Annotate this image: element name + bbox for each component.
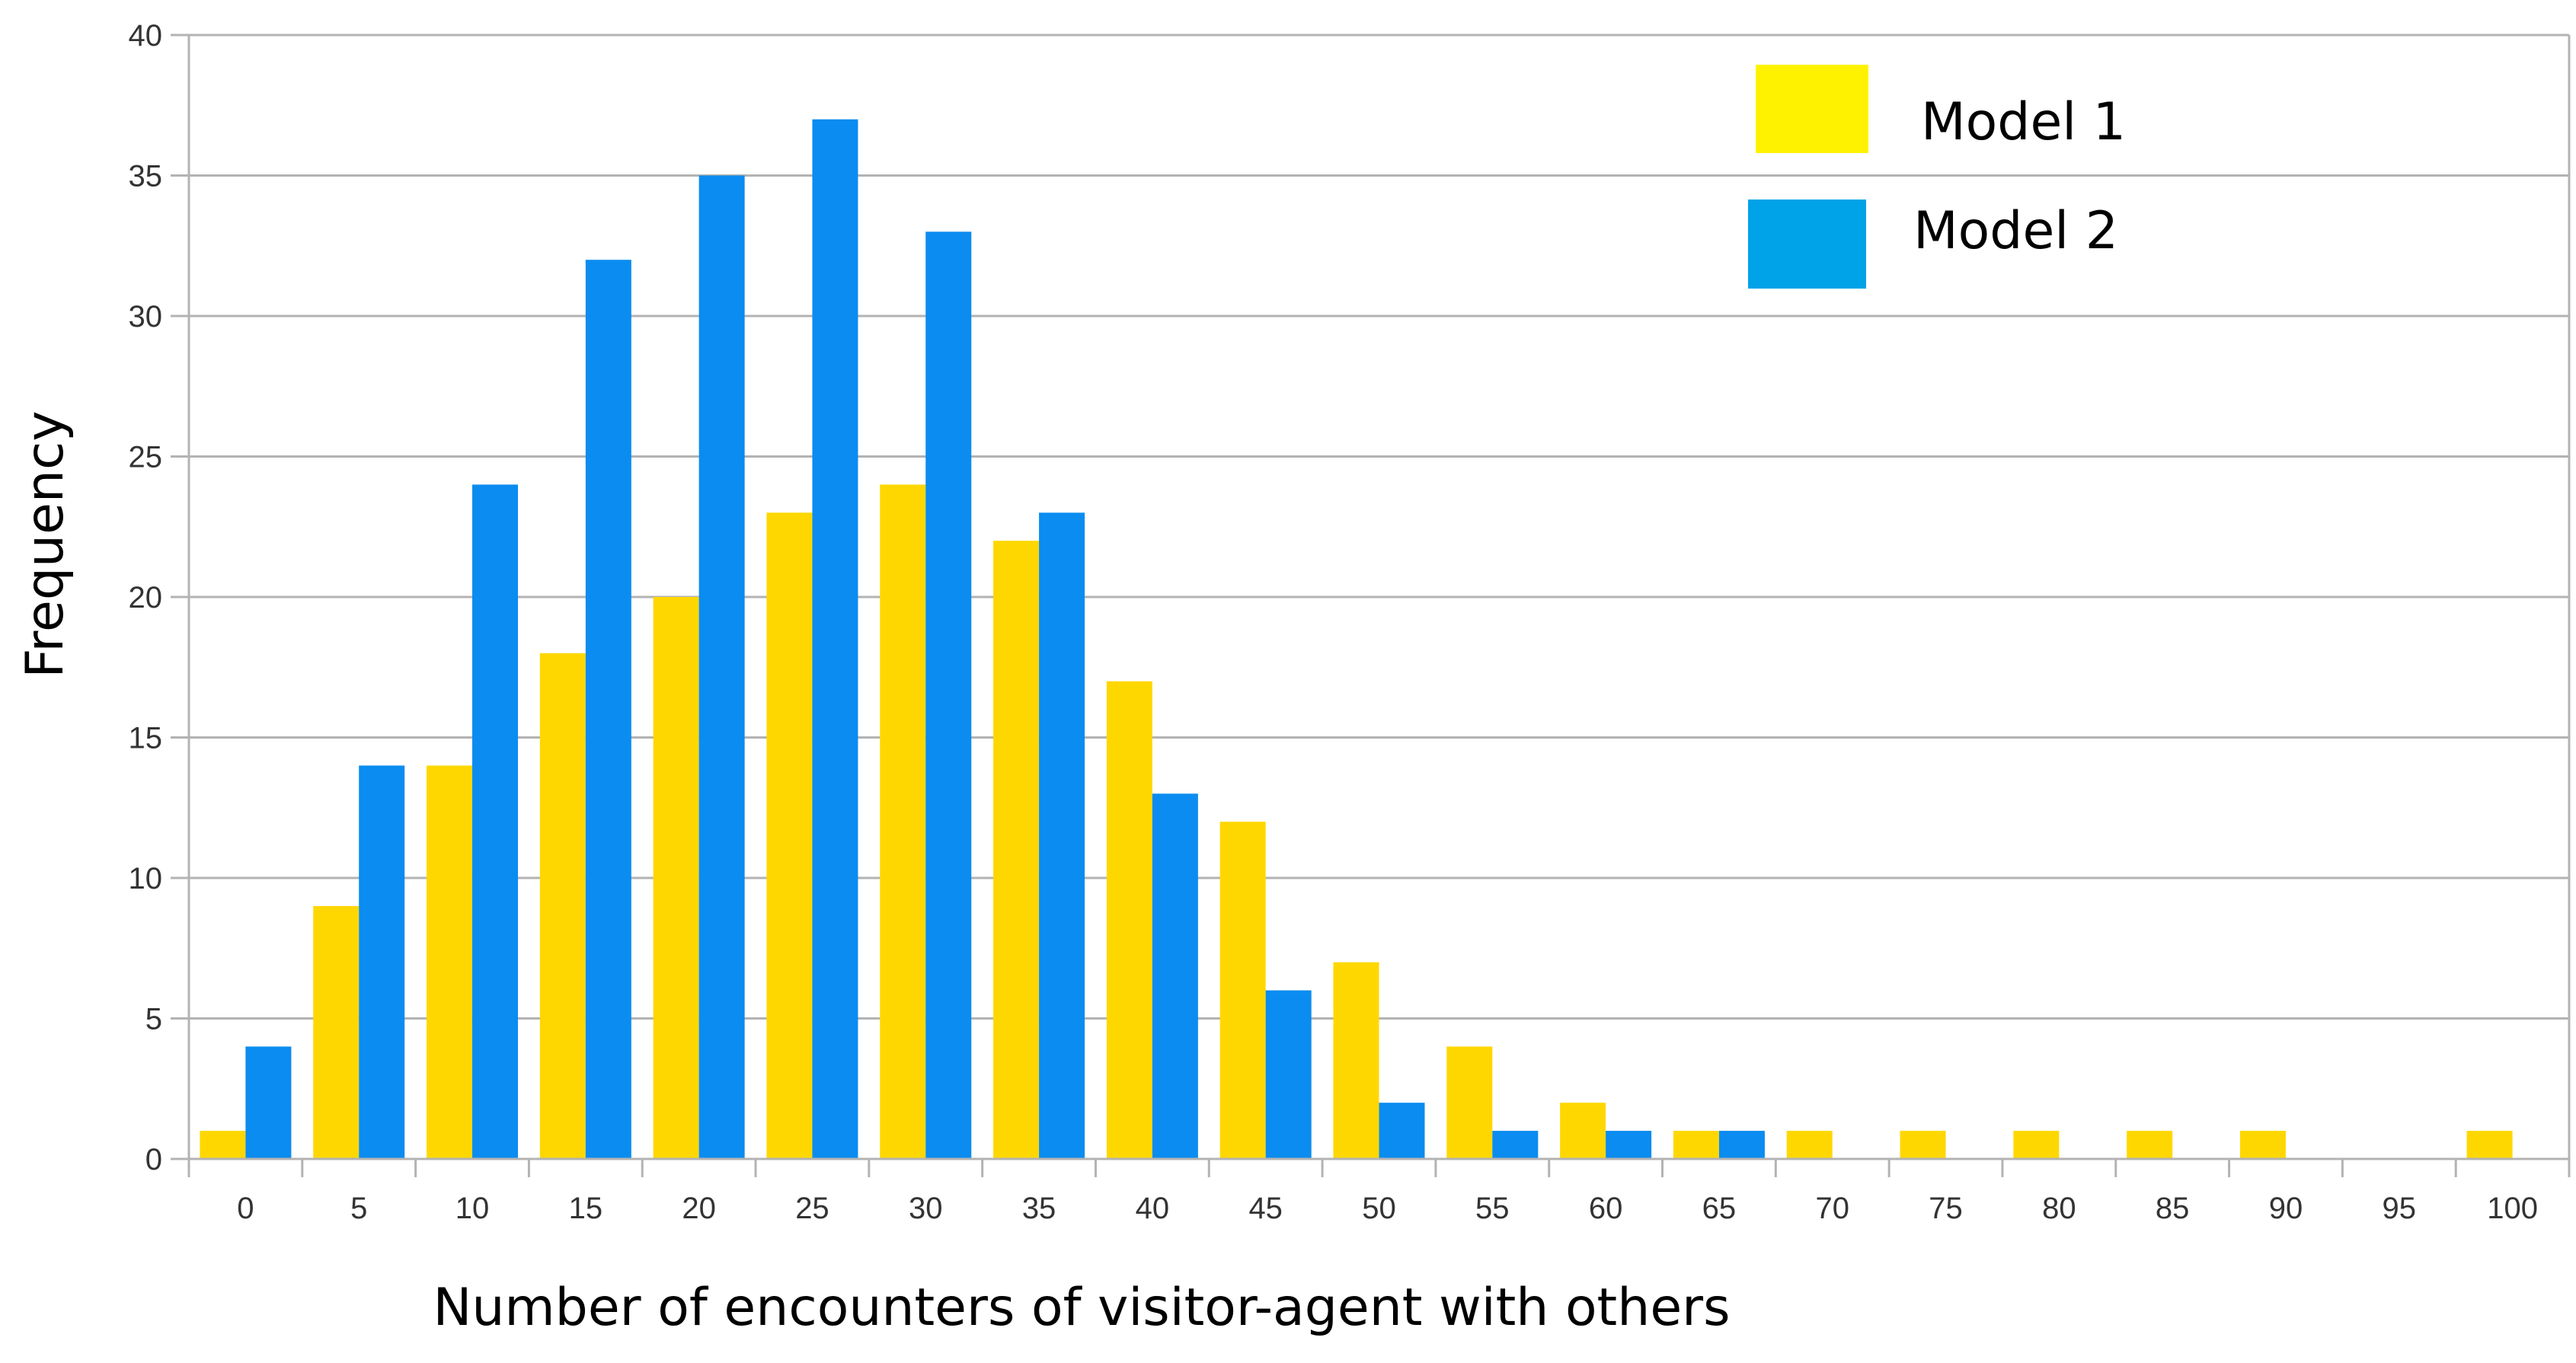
bar-model-2-5 [359,765,405,1159]
x-tick-label: 25 [795,1192,829,1225]
bar-model-2-30 [925,231,972,1159]
x-tick-label: 75 [1929,1192,1963,1225]
y-tick-label: 25 [129,441,163,474]
bar-model-2-55 [1492,1131,1539,1159]
legend-swatch-model-2 [1748,200,1866,289]
x-tick-label: 35 [1022,1192,1056,1225]
bar-model-1-45 [1219,822,1266,1159]
bar-model-1-25 [766,512,813,1159]
bar-model-1-35 [993,541,1040,1159]
x-tick-label: 10 [455,1192,490,1225]
x-tick-label: 30 [909,1192,943,1225]
bar-model-1-70 [1786,1131,1833,1159]
x-tick-label: 70 [1815,1192,1849,1225]
bar-model-2-65 [1718,1131,1765,1159]
legend-label-model-1: Model 1 [1921,92,2126,152]
bar-model-2-0 [245,1046,292,1159]
tick-labels: 0 5 10 15 20 25 30 35 40 0 5 10 15 20 25 30 35 40 45 50 55 60… [129,19,2538,1225]
bar-model-2-50 [1379,1103,1425,1159]
bar-model-1-40 [1106,681,1152,1159]
y-tick-label: 30 [129,300,163,334]
bar-model-1-100 [2466,1131,2513,1159]
legend: Model 1 Model 2 [1748,65,2126,289]
bar-model-1-65 [1673,1131,1719,1159]
y-tick-label: 20 [129,581,163,614]
bar-model-1-20 [653,597,699,1159]
bar-model-1-55 [1446,1046,1493,1159]
y-tick-label: 5 [145,1003,162,1036]
x-tick-label: 0 [237,1192,254,1225]
x-tick-label: 90 [2269,1192,2303,1225]
x-tick-label: 45 [1248,1192,1283,1225]
x-tick-label: 40 [1136,1192,1170,1225]
y-tick-label: 35 [129,160,163,193]
y-tick-label: 0 [145,1143,162,1176]
x-tick-label: 85 [2156,1192,2190,1225]
y-tick-label: 15 [129,722,163,755]
x-tick-label: 50 [1362,1192,1396,1225]
x-tick-label: 15 [569,1192,603,1225]
bar-model-2-35 [1039,512,1085,1159]
bar-model-2-25 [812,119,858,1160]
bar-model-1-15 [539,653,586,1159]
bar-model-1-80 [2013,1131,2060,1159]
bar-model-1-75 [1900,1131,1946,1159]
bar-model-2-10 [472,484,519,1159]
bar-model-1-50 [1333,962,1379,1159]
x-axis-title: Number of encounters of visitor-agent wi… [433,1278,1730,1338]
x-tick-label: 20 [682,1192,716,1225]
bar-model-1-0 [200,1131,246,1159]
bar-model-1-30 [880,484,926,1159]
bar-model-1-10 [427,765,473,1159]
bar-model-2-20 [698,175,745,1159]
bar-model-1-5 [313,905,360,1159]
y-axis-title: Frequency [15,410,75,678]
x-tick-label: 60 [1589,1192,1623,1225]
y-tick-label: 40 [129,19,163,53]
bar-model-1-85 [2127,1131,2173,1159]
x-tick-label: 95 [2383,1192,2417,1225]
bar-model-2-40 [1152,793,1198,1159]
x-tick-label: 100 [2487,1192,2538,1225]
y-tick-label: 10 [129,862,163,895]
legend-label-model-2: Model 2 [1913,201,2118,261]
bar-model-2-45 [1265,990,1312,1159]
axes [171,34,2571,1177]
bars [200,119,2513,1160]
bar-model-2-15 [585,260,631,1160]
legend-swatch-model-1 [1756,65,1868,153]
bar-model-2-60 [1606,1131,1652,1159]
x-tick-label: 5 [350,1192,367,1225]
bar-model-1-90 [2239,1131,2286,1159]
x-tick-label: 80 [2042,1192,2076,1225]
x-tick-label: 65 [1702,1192,1737,1225]
bar-model-1-60 [1560,1103,1606,1159]
x-tick-label: 55 [1475,1192,1510,1225]
